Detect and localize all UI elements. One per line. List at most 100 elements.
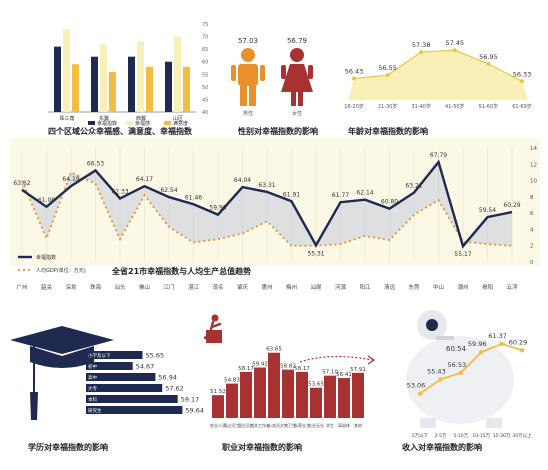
cities-value-label: 59.54 [479,207,496,214]
age-value-label: 57.38 [412,41,431,49]
age-value-label: 56.43 [345,68,364,76]
occupation-bar [254,367,266,418]
cities-gdp-line [21,171,513,247]
occupation-value-label: 58.82 [280,364,296,370]
age-point [385,73,390,78]
income-category-label: 2-5万 [434,433,446,439]
regional-bar [174,36,181,113]
cities-category-label: 中山 [433,283,444,291]
income-value-label: 60.29 [509,338,528,346]
income-value-label: 56.53 [447,361,466,369]
cities-value-label: 55.31 [307,250,324,257]
occupation-panel: 51.5254.8358.1759.4263.6558.8258.1753.65… [203,314,376,452]
regional-bar [91,56,98,112]
cities-category-label: 潮州 [457,283,468,291]
occupation-bar [338,378,350,418]
cities-value-label: 62.33 [111,188,128,195]
gender-panel: 57.03 56.79 男性 女性 性别对幸福指数的影响 [231,37,318,136]
cities-title: 全省21市幸福指数与人均生产总值趋势 [111,266,251,276]
regional-legend-label: 满意度 [173,120,188,127]
education-value-label: 57.62 [165,385,184,393]
education-value-label: 54.67 [136,363,155,371]
cities-value-label: 64.19 [62,176,79,183]
regional-bar [100,44,107,112]
cities-happiness-line [21,159,513,249]
occupation-value-label: 59.42 [252,362,268,368]
occupation-title: 职业对幸福指数的影响 [222,442,302,452]
legend-gdp-label: 人均GDP(单位：万元) [36,267,86,274]
cities-category-label: 茂名 [212,283,223,291]
cities-value-label: 59.90 [209,205,226,212]
cities-category-label: 东莞 [408,283,420,291]
cities-value-label: 66.53 [87,160,104,167]
cities-gdp-tick: 8 [530,195,534,201]
income-value-label: 59.96 [468,340,487,348]
income-line [419,342,523,395]
regional-bar [183,66,190,112]
occupation-value-label: 51.52 [210,389,226,395]
age-category-label: 61-69岁 [512,103,532,110]
regional-bar [54,46,61,112]
cities-gdp-tick: 10 [530,179,537,185]
occupation-category-label: 学生 [326,422,334,428]
cities-category-label: 汕头 [114,283,126,291]
cities-panel: 63.62 61.08 64.19 66.53 62.33 64.17 62.54 61.46… [10,138,540,291]
cities-background [10,138,540,266]
regional-title: 四个区域公众幸福感、满意度、幸福指数 [48,126,193,136]
education-bar [86,395,178,403]
occupation-category-label: 其他 [354,422,362,428]
cities-gdp-tick: 14 [530,146,537,152]
female-label: 女性 [292,110,302,117]
piggy-bank-icon [406,310,514,428]
cities-category-label: 韶关 [41,283,53,291]
cities-category-label: 揭阳 [482,283,493,291]
income-category-label: 2万以下 [412,433,429,439]
age-title: 年龄对幸福指数的影响 [348,126,428,136]
income-title: 收入对幸福指数的影响 [402,442,482,452]
income-value-label: 53.06 [407,382,426,390]
income-value-label: 55.43 [427,367,446,375]
cities-value-label: 63.21 [405,183,422,190]
male-value-label: 57.03 [238,37,258,45]
age-area [348,50,528,100]
occupation-value-label: 57.10 [322,370,338,376]
income-point [458,370,463,376]
age-category-labels: 18-20岁 21-30岁 31-40岁 41-50岁 51-60岁 61-69岁 [344,103,532,110]
regional-category-labels: 珠三角 东翼 西翼 山区 [59,115,183,122]
cities-value-label: 61.46 [185,194,202,201]
cities-category-label: 河源 [335,283,347,291]
cities-category-label: 阳江 [359,283,371,291]
age-point [486,62,491,67]
occupation-value-label: 58.17 [238,366,254,372]
occupation-bar [282,369,294,418]
cities-value-label: 67.79 [430,152,447,159]
age-point [520,79,524,84]
education-category-label: 研究生 [88,407,102,414]
occupation-category-label: 公务员 [268,422,280,428]
occupation-bar [352,372,364,418]
cities-value-label: 55.17 [454,251,471,258]
occupation-category-label: 私营业主 [294,422,310,428]
cities-value-labels: 63.62 61.08 64.19 66.53 62.33 64.17 62.54 61.46… [13,152,520,258]
age-category-label: 41-50岁 [445,103,465,110]
education-value-label: 59.17 [181,396,200,404]
regional-y-tick: 75 [202,22,208,28]
cities-category-label: 云浮 [506,283,518,291]
regional-y-tick: 55 [202,72,208,78]
education-category-label: 高中 [88,374,97,381]
occupation-bars [212,352,364,418]
regional-y-tick: 65 [202,47,208,53]
income-category-label: 15-30万 [493,433,511,439]
cities-gdp-tick: 6 [530,211,534,217]
occupation-value-label: 56.41 [336,372,352,378]
occupation-bar [310,387,322,418]
age-line [353,49,523,82]
graduation-cap-icon [10,326,114,420]
occupation-bar [268,352,280,418]
education-bar [86,351,143,359]
cities-value-label: 62.14 [356,190,373,197]
regional-bars [54,29,190,113]
income-point [479,350,484,355]
